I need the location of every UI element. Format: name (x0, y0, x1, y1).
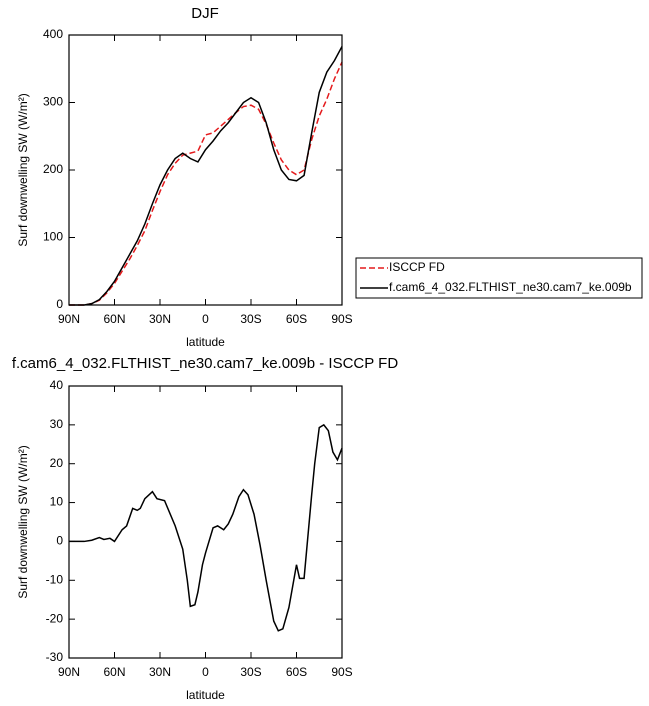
y-tick-label: 300 (43, 95, 63, 109)
x-tick-label: 90S (331, 312, 352, 326)
y-tick-label: 30 (50, 417, 64, 431)
y-tick-label: 200 (43, 162, 63, 176)
x-tick-label: 30S (240, 312, 261, 326)
y-tick-label: 20 (50, 456, 64, 470)
y-tick-label: 0 (56, 297, 63, 311)
y-tick-label: 40 (50, 378, 64, 392)
plot-frame (68, 34, 343, 306)
x-tick-label: 60N (103, 665, 125, 679)
y-tick-label: 100 (43, 230, 63, 244)
legend-box (355, 257, 643, 299)
legend-label: ISCCP FD (389, 260, 445, 274)
y-tick-label: 400 (43, 27, 63, 41)
x-tick-label: 90S (331, 665, 352, 679)
x-tick-label: 30N (149, 665, 171, 679)
x-tick-label: 0 (202, 665, 209, 679)
y-axis-label: Surf downwelling SW (W/m²) (16, 93, 30, 246)
x-tick-label: 90N (58, 665, 80, 679)
x-tick-label: 30N (149, 312, 171, 326)
chart-title: DJF (191, 5, 219, 22)
legend-label: f.cam6_4_032.FLTHIST_ne30.cam7_ke.009b (389, 280, 632, 294)
x-tick-label: 60N (103, 312, 125, 326)
x-tick-label: 60S (286, 312, 307, 326)
y-tick-label: 10 (50, 495, 64, 509)
x-axis-label: latitude (186, 688, 225, 702)
y-tick-label: -30 (46, 650, 64, 664)
chart-title: f.cam6_4_032.FLTHIST_ne30.cam7_ke.009b -… (12, 355, 398, 372)
data-line (69, 423, 343, 632)
y-tick-label: 0 (56, 534, 63, 548)
x-tick-label: 0 (202, 312, 209, 326)
y-tick-label: -20 (46, 611, 64, 625)
y-tick-label: -10 (46, 572, 64, 586)
y-axis-label: Surf downwelling SW (W/m²) (16, 445, 30, 598)
data-line (69, 61, 343, 306)
x-tick-label: 30S (240, 665, 261, 679)
x-tick-label: 60S (286, 665, 307, 679)
x-axis-label: latitude (186, 335, 225, 349)
data-line (69, 46, 343, 306)
x-tick-label: 90N (58, 312, 80, 326)
plot-frame (68, 385, 343, 659)
